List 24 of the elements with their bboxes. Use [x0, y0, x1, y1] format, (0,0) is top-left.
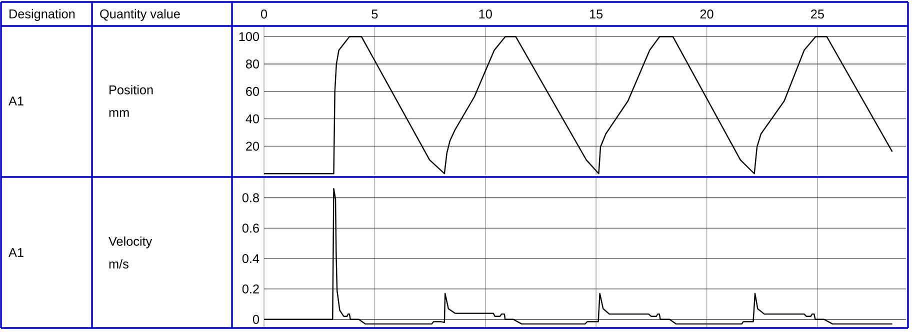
- x-tick-label: 15: [590, 10, 603, 19]
- x-tick-label: 20: [700, 10, 714, 19]
- text: Position mm: [109, 85, 153, 117]
- x-tick-label: 10: [479, 10, 492, 19]
- x-tick-label: 0: [260, 10, 268, 19]
- y-tick-label: 0.6: [242, 224, 259, 233]
- y-tick-label: 20: [246, 142, 260, 151]
- x-tick-label: 5: [372, 10, 378, 19]
- y-tick-label: 0: [252, 314, 260, 324]
- y-tick-label: 0.8: [242, 193, 259, 202]
- y-tick-label: 100: [239, 32, 260, 42]
- line-series: [264, 188, 893, 325]
- y-tick-label: 60: [246, 86, 260, 96]
- y-axis-title: Velocity m/s: [108, 236, 152, 268]
- text: Designation: [10, 9, 75, 21]
- x-tick-label: 25: [811, 10, 824, 19]
- line-series: [264, 36, 893, 174]
- text: A1: [8, 248, 24, 257]
- text: Quantity value: [100, 9, 180, 21]
- text: A1: [8, 96, 24, 106]
- y-tick-label: 0.2: [242, 284, 259, 294]
- y-tick-label: 80: [246, 60, 260, 68]
- y-tick-label: 40: [246, 114, 260, 124]
- y-tick-label: 0.4: [242, 254, 260, 264]
